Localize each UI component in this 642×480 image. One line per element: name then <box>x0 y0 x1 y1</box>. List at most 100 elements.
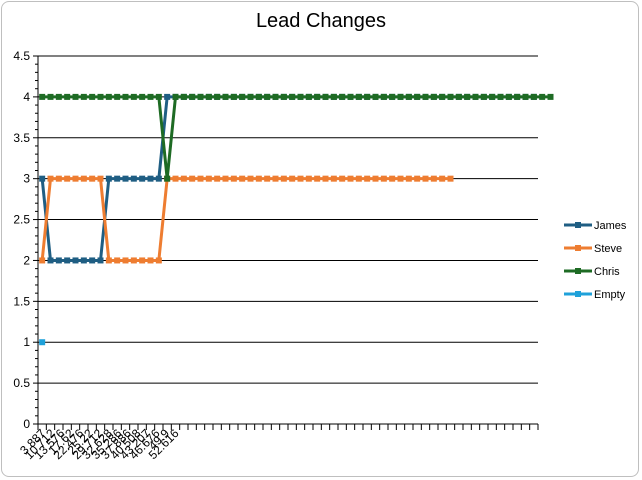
data-point-chris <box>530 93 537 100</box>
data-point-chris <box>455 93 462 100</box>
data-point-chris <box>372 93 379 100</box>
data-point-steve <box>355 175 362 182</box>
legend-item-steve: Steve <box>564 243 622 255</box>
data-point-steve <box>180 175 187 182</box>
y-tick-label: 3.5 <box>13 131 30 145</box>
y-tick-label: 2.5 <box>13 213 30 227</box>
data-point-steve <box>97 175 104 182</box>
data-point-steve <box>80 175 87 182</box>
data-point-james <box>47 257 54 264</box>
data-point-steve <box>89 175 96 182</box>
data-point-chris <box>189 93 196 100</box>
data-point-steve <box>239 175 246 182</box>
data-point-chris <box>264 93 271 100</box>
data-point-steve <box>189 175 196 182</box>
data-point-chris <box>305 93 312 100</box>
data-point-chris <box>214 93 221 100</box>
data-point-steve <box>339 175 346 182</box>
data-point-chris <box>197 93 204 100</box>
data-point-chris <box>180 93 187 100</box>
data-point-steve <box>430 175 437 182</box>
data-point-steve <box>230 175 237 182</box>
data-point-james <box>39 175 46 182</box>
y-tick-label: 3 <box>23 172 30 186</box>
data-point-chris <box>247 93 254 100</box>
data-point-james <box>114 175 121 182</box>
data-point-chris <box>505 93 512 100</box>
data-point-chris <box>522 93 529 100</box>
y-tick-label: 4.5 <box>13 49 30 63</box>
legend-item-empty: Empty <box>564 289 626 301</box>
data-point-chris <box>480 93 487 100</box>
data-point-chris <box>255 93 262 100</box>
data-point-steve <box>114 257 121 264</box>
data-point-steve <box>172 175 179 182</box>
data-point-chris <box>405 93 412 100</box>
data-point-james <box>80 257 87 264</box>
data-point-chris <box>239 93 246 100</box>
data-point-steve <box>305 175 312 182</box>
data-point-james <box>89 257 96 264</box>
y-tick-label: 0 <box>23 417 30 431</box>
data-point-chris <box>472 93 479 100</box>
data-point-steve <box>122 257 129 264</box>
data-point-chris <box>430 93 437 100</box>
data-point-chris <box>297 93 304 100</box>
data-point-james <box>155 175 162 182</box>
data-point-james <box>130 175 137 182</box>
data-point-james <box>139 175 146 182</box>
data-point-steve <box>255 175 262 182</box>
data-point-steve <box>330 175 337 182</box>
data-point-steve <box>205 175 212 182</box>
data-point-chris <box>89 93 96 100</box>
legend-item-james: James <box>564 220 627 232</box>
data-point-chris <box>230 93 237 100</box>
data-point-chris <box>447 93 454 100</box>
data-point-chris <box>64 93 71 100</box>
data-point-james <box>64 257 71 264</box>
data-point-steve <box>222 175 229 182</box>
data-point-chris <box>172 93 179 100</box>
data-point-james <box>122 175 129 182</box>
y-tick-label: 4 <box>23 90 30 104</box>
data-point-steve <box>322 175 329 182</box>
data-point-steve <box>55 175 62 182</box>
data-point-chris <box>389 93 396 100</box>
data-point-chris <box>414 93 421 100</box>
data-point-chris <box>122 93 129 100</box>
data-point-steve <box>372 175 379 182</box>
data-point-chris <box>314 93 321 100</box>
legend-marker-james <box>575 222 581 228</box>
data-point-chris <box>322 93 329 100</box>
data-point-chris <box>422 93 429 100</box>
data-point-chris <box>330 93 337 100</box>
data-point-chris <box>272 93 279 100</box>
data-point-james <box>147 175 154 182</box>
data-point-chris <box>222 93 229 100</box>
data-point-steve <box>147 257 154 264</box>
y-tick-label: 1.5 <box>13 294 30 308</box>
data-point-steve <box>364 175 371 182</box>
data-point-chris <box>397 93 404 100</box>
y-tick-label: 1 <box>23 335 30 349</box>
data-point-steve <box>397 175 404 182</box>
data-point-chris <box>105 93 112 100</box>
data-point-steve <box>389 175 396 182</box>
data-point-chris <box>514 93 521 100</box>
data-point-steve <box>422 175 429 182</box>
data-point-chris <box>380 93 387 100</box>
data-point-steve <box>347 175 354 182</box>
data-point-steve <box>297 175 304 182</box>
data-point-chris <box>280 93 287 100</box>
data-point-chris <box>339 93 346 100</box>
data-point-steve <box>264 175 271 182</box>
data-point-steve <box>439 175 446 182</box>
data-point-chris <box>205 93 212 100</box>
data-point-chris <box>547 93 554 100</box>
data-point-steve <box>280 175 287 182</box>
data-point-chris <box>289 93 296 100</box>
data-point-chris <box>139 93 146 100</box>
data-point-steve <box>289 175 296 182</box>
legend-label-james: James <box>594 220 627 232</box>
